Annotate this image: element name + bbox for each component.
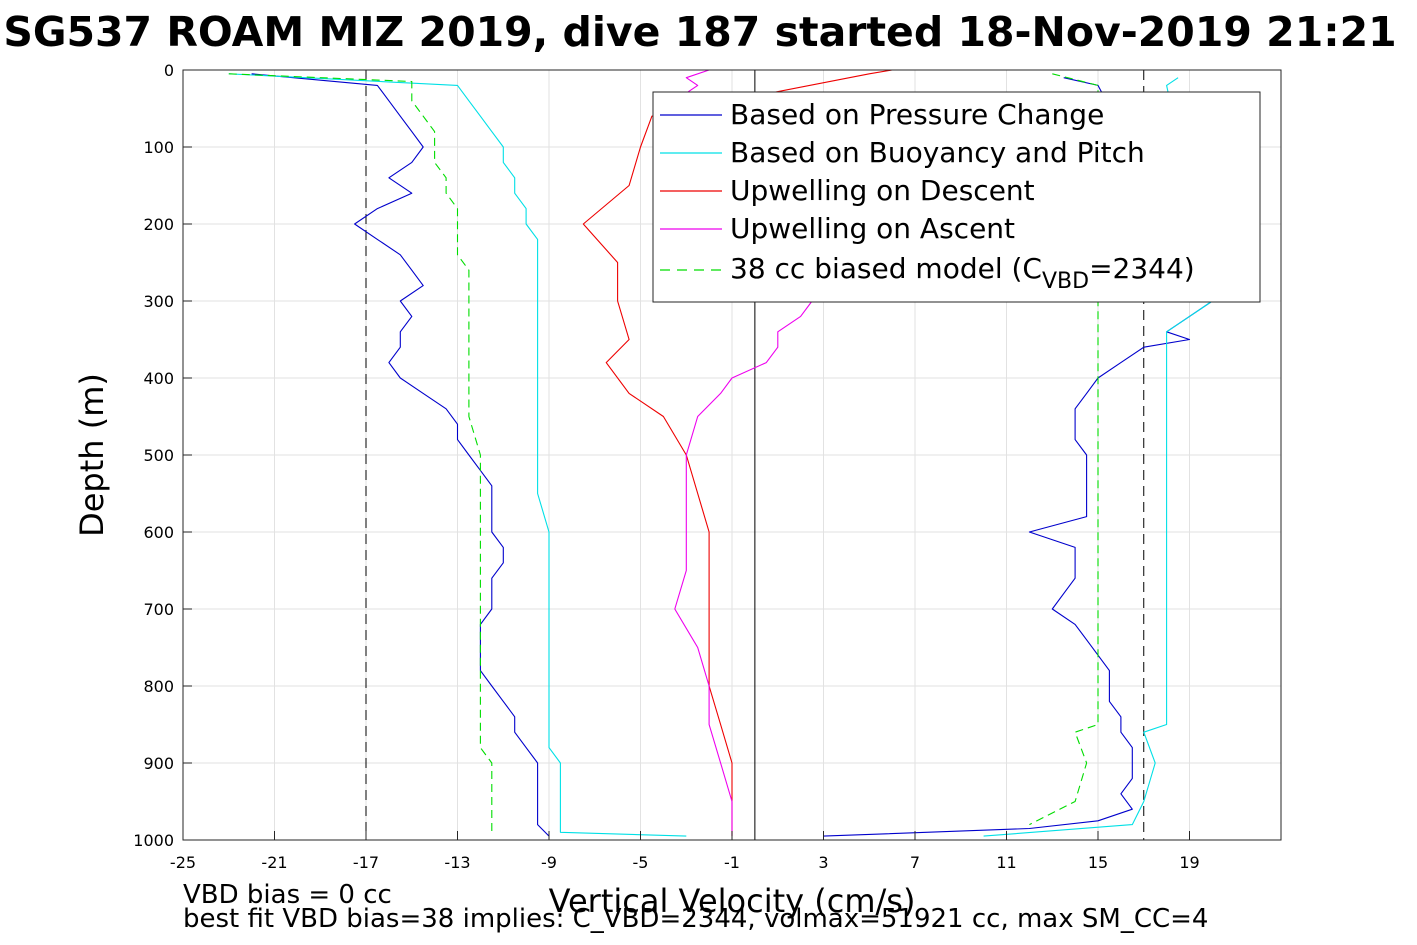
legend: Based on Pressure Change Based on Buoyan… bbox=[652, 91, 1261, 303]
series-line bbox=[674, 300, 813, 837]
series-line bbox=[1029, 73, 1099, 826]
x-tick-label: 7 bbox=[910, 853, 920, 872]
y-tick-label: 700 bbox=[143, 600, 174, 619]
series-line bbox=[228, 73, 493, 833]
y-tick-label: 200 bbox=[143, 215, 174, 234]
legend-box bbox=[652, 91, 1261, 303]
y-tick-label: 1000 bbox=[133, 831, 174, 850]
legend-label-buoyancy: Based on Buoyancy and Pitch bbox=[730, 136, 1145, 169]
y-ticks: 0 100 200 300 400 500 600 700 800 900 1000 bbox=[133, 61, 192, 850]
x-tick-label: 15 bbox=[1088, 853, 1108, 872]
y-tick-label: 600 bbox=[143, 523, 174, 542]
series-line bbox=[983, 77, 1213, 837]
series-line bbox=[228, 73, 687, 837]
chart-title: SG537 ROAM MIZ 2019, dive 187 started 18… bbox=[3, 8, 1396, 56]
x-tick-label: -25 bbox=[170, 853, 196, 872]
series-line bbox=[582, 70, 893, 837]
legend-label-tail: =2344) bbox=[1089, 252, 1195, 285]
y-tick-label: 500 bbox=[143, 446, 174, 465]
series-line bbox=[251, 73, 550, 837]
x-tick-label: -1 bbox=[724, 853, 740, 872]
x-tick-label: -13 bbox=[444, 853, 470, 872]
y-axis-label: Depth (m) bbox=[73, 373, 111, 537]
y-tick-label: 900 bbox=[143, 754, 174, 773]
y-tick-label: 0 bbox=[164, 61, 174, 80]
footer-best-fit-line: best fit VBD bias=38 implies: C_VBD=2344… bbox=[183, 904, 1208, 934]
legend-label-subscript: VBD bbox=[1042, 269, 1089, 294]
x-tick-label: 19 bbox=[1179, 853, 1199, 872]
footer-bias-line: VBD bias = 0 cc bbox=[183, 880, 392, 910]
x-axis-label: Vertical Velocity (cm/s) bbox=[549, 882, 916, 920]
x-tick-label: 3 bbox=[818, 853, 828, 872]
x-tick-label: -5 bbox=[633, 853, 649, 872]
y-tick-label: 100 bbox=[143, 138, 174, 157]
legend-label-ascent: Upwelling on Ascent bbox=[730, 212, 1015, 245]
y-tick-label: 400 bbox=[143, 369, 174, 388]
y-tick-label: 300 bbox=[143, 292, 174, 311]
legend-label-descent: Upwelling on Descent bbox=[730, 174, 1035, 207]
x-tick-label: -21 bbox=[261, 853, 287, 872]
series-group bbox=[228, 70, 1213, 837]
legend-label-pressure: Based on Pressure Change bbox=[730, 98, 1104, 131]
x-tick-label: 11 bbox=[996, 853, 1016, 872]
legend-label-biased-model: 38 cc biased model (CVBD=2344) bbox=[730, 252, 1195, 294]
x-tick-label: -9 bbox=[541, 853, 557, 872]
legend-label-main: 38 cc biased model (C bbox=[730, 252, 1042, 285]
y-tick-label: 800 bbox=[143, 677, 174, 696]
series-line bbox=[823, 77, 1213, 837]
x-tick-label: -17 bbox=[353, 853, 379, 872]
x-ticks: -25 -21 -17 -13 -9 -5 -1 3 7 11 15 19 bbox=[170, 831, 1200, 872]
